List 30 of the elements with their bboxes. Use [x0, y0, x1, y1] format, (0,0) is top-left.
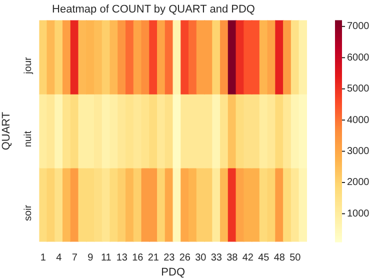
x-tick-label: 30 — [195, 252, 207, 264]
x-tick-label: 48 — [274, 252, 286, 264]
x-tick-label: 9 — [88, 252, 94, 264]
x-tick-label: 16 — [132, 252, 144, 264]
x-tick-label: 1 — [40, 252, 46, 264]
color-bar-label: 4000 — [347, 114, 370, 126]
y-axis-title: QUART — [0, 112, 13, 150]
y-tick-label: nuit — [22, 130, 34, 148]
x-tick-label: 45 — [258, 252, 270, 264]
color-bar-label: 5000 — [347, 84, 370, 95]
color-bar-label: 7000 — [347, 21, 370, 32]
x-tick-label: 11 — [100, 252, 112, 264]
color-bar-label: 6000 — [347, 52, 370, 64]
x-tick-label: 26 — [179, 252, 191, 264]
x-tick-label: 33 — [210, 252, 222, 264]
x-tick-label: 4 — [56, 252, 62, 264]
x-tick-label: 42 — [242, 252, 254, 264]
x-tick-label: 13 — [116, 252, 128, 264]
color-bar-label: 1000 — [347, 208, 370, 220]
x-axis-title: PDQ — [161, 266, 186, 278]
x-tick-label: 38 — [226, 252, 238, 264]
color-bar-label: 2000 — [347, 177, 370, 188]
x-tick-label: 7 — [72, 252, 78, 264]
x-tick-label: 23 — [164, 252, 176, 264]
color-bar-label: 3000 — [347, 146, 370, 158]
y-tick-label: jour — [22, 56, 34, 75]
x-tick-label: 50 — [290, 252, 302, 264]
chart-title: Heatmap of COUNT by QUART and PDQ — [52, 4, 256, 16]
x-tick-label: 21 — [148, 252, 160, 264]
y-tick-label: soir — [22, 204, 34, 221]
